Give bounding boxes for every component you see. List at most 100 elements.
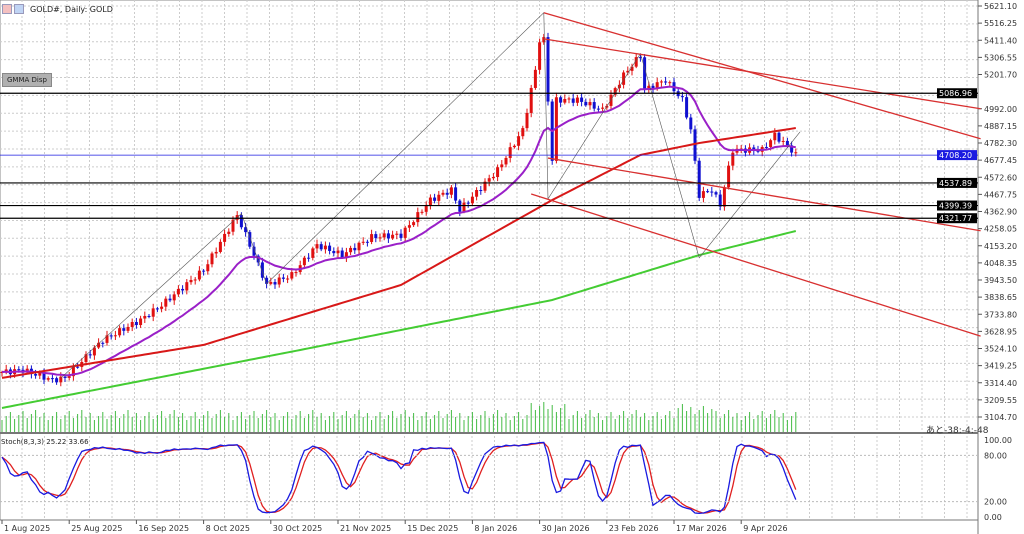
candle-body xyxy=(365,241,369,243)
price-label: 4399.39 xyxy=(939,202,972,211)
candle-body xyxy=(34,374,38,376)
candle-body xyxy=(533,69,537,88)
gmma-disp-button[interactable]: GMMA Disp xyxy=(2,73,52,87)
candle-body xyxy=(155,308,159,310)
zigzag-line xyxy=(60,12,801,379)
candle-body xyxy=(391,234,395,239)
candle-body xyxy=(277,277,281,285)
price-label-bg xyxy=(937,200,977,211)
stoch-level-label: 0.00 xyxy=(984,513,1002,522)
candle-body xyxy=(302,257,306,266)
candle-body xyxy=(538,42,542,70)
candle-body xyxy=(764,146,768,148)
date-label: 15 Dec 2025 xyxy=(407,524,458,533)
candle-body xyxy=(596,108,600,110)
candle-body xyxy=(521,128,525,137)
price-tick-label: 4153.20 xyxy=(984,242,1017,251)
candle-body xyxy=(777,132,781,142)
price-tick-label: 3104.70 xyxy=(984,413,1017,422)
candle-body xyxy=(655,82,659,89)
candle-body xyxy=(466,202,470,204)
price-label: 4708.20 xyxy=(939,151,972,160)
candle-body xyxy=(643,57,647,90)
candle-body xyxy=(785,140,789,146)
candle-body xyxy=(273,282,277,285)
candle-body xyxy=(659,81,663,83)
stoch-level-label: 20.00 xyxy=(984,498,1007,507)
candle-body xyxy=(445,192,449,195)
chart-title: GOLD#, Daily: GOLD xyxy=(30,5,113,14)
candle-body xyxy=(634,57,638,67)
price-tick-label: 4048.35 xyxy=(984,259,1017,268)
stoch-level-label: 80.00 xyxy=(984,451,1007,460)
candle-body xyxy=(109,335,113,337)
candle-body xyxy=(176,288,180,295)
candle-body xyxy=(332,250,336,254)
candle-body xyxy=(349,247,353,253)
date-label: 30 Jan 2026 xyxy=(542,524,590,533)
candle-body xyxy=(336,250,340,254)
chart-mode-icon[interactable] xyxy=(2,4,12,14)
candle-body xyxy=(647,85,651,90)
price-label-bg xyxy=(937,88,977,99)
candle-body xyxy=(382,233,386,238)
candle-body xyxy=(508,147,512,158)
candle-body xyxy=(319,244,323,250)
candle-body xyxy=(588,102,592,106)
candle-body xyxy=(592,102,596,109)
candle-body xyxy=(105,335,109,343)
candle-body xyxy=(420,211,424,213)
candle-body xyxy=(286,278,290,280)
candle-body xyxy=(638,57,642,59)
candle-body xyxy=(353,247,357,251)
price-label-bg xyxy=(937,177,977,188)
candle-body xyxy=(542,37,546,43)
candle-body xyxy=(475,190,479,197)
date-label: 9 Apr 2026 xyxy=(743,524,787,533)
price-tick-label: 5306.55 xyxy=(984,53,1017,62)
candle-body xyxy=(395,233,399,235)
stoch-level-label: 100.00 xyxy=(984,436,1012,445)
price-label-bg xyxy=(937,150,977,161)
candle-body xyxy=(71,366,75,377)
candle-body xyxy=(479,190,483,192)
price-label: 4321.77 xyxy=(939,214,972,223)
candle-body xyxy=(680,96,684,98)
candle-body xyxy=(718,194,722,207)
price-tick-label: 4467.75 xyxy=(984,190,1017,199)
candle-body xyxy=(269,282,273,284)
bar-timer: あと-38:-4:-48 xyxy=(926,426,989,436)
candle-body xyxy=(4,369,8,373)
candle-body xyxy=(361,241,365,243)
price-tick-label: 3209.55 xyxy=(984,396,1017,405)
candle-body xyxy=(197,270,201,280)
price-tick-label: 3733.80 xyxy=(984,310,1017,319)
candle-body xyxy=(567,98,571,100)
candle-body xyxy=(525,112,529,129)
candle-body xyxy=(139,318,143,326)
candle-body xyxy=(214,251,218,254)
candle-body xyxy=(265,277,269,284)
candle-body xyxy=(84,354,88,362)
candle-body xyxy=(668,82,672,84)
candle-body xyxy=(727,165,731,188)
candle-body xyxy=(101,342,105,344)
candle-body xyxy=(458,200,462,212)
date-label: 8 Oct 2025 xyxy=(206,524,250,533)
candle-body xyxy=(752,147,756,151)
stoch-main-line xyxy=(1,441,797,515)
candle-body xyxy=(189,279,193,283)
date-label: 23 Feb 2026 xyxy=(609,524,659,533)
candle-body xyxy=(118,328,122,336)
date-label: 8 Jan 2026 xyxy=(474,524,517,533)
candle-body xyxy=(323,245,327,250)
candle-body xyxy=(17,369,21,371)
indicator-icon[interactable] xyxy=(14,4,24,14)
candle-body xyxy=(454,187,458,201)
candle-body xyxy=(437,194,441,201)
candle-body xyxy=(487,178,491,182)
candle-body xyxy=(491,177,495,179)
date-label: 30 Oct 2025 xyxy=(273,524,322,533)
candle-body xyxy=(601,107,605,109)
